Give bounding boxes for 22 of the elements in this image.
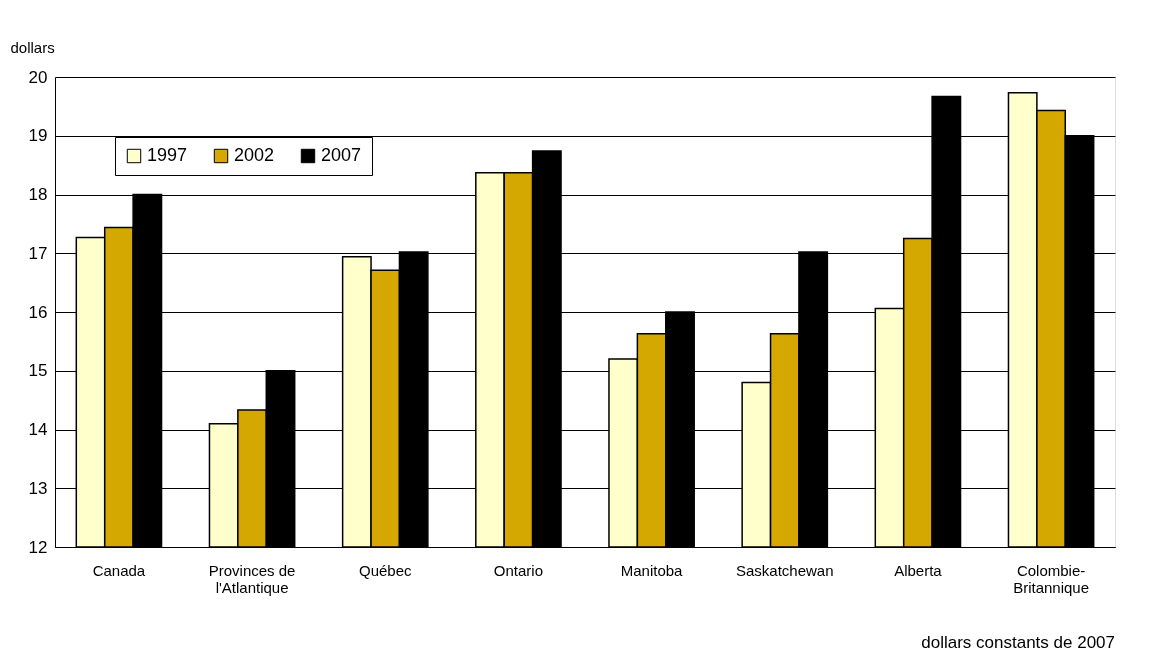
y-axis-title: dollars — [10, 38, 55, 56]
y-tick-label: 14 — [28, 420, 48, 439]
x-tick-label: Manitoba — [620, 561, 684, 579]
legend-label: 2002 — [234, 145, 275, 165]
x-tick-label: Alberta — [894, 561, 943, 579]
y-tick-label: 18 — [28, 185, 48, 204]
x-tick-label: Québec — [358, 561, 413, 579]
text: dollars constants de 2007 — [921, 633, 1115, 652]
y-tick-label: 13 — [28, 478, 48, 498]
x-tick-label: Provinces de l'Atlantique — [208, 561, 296, 596]
y-tick-label: 17 — [28, 243, 48, 263]
y-tick-label: 20 — [28, 67, 48, 87]
y-tick-label: 15 — [28, 361, 48, 381]
y-tick-label: 12 — [28, 537, 48, 557]
x-tick-label: Canada — [92, 561, 146, 579]
y-tick-label: 16 — [28, 302, 48, 322]
legend-label: 1997 — [147, 145, 188, 165]
x-tick-label: Ontario — [493, 561, 544, 579]
y-tick-label: 19 — [28, 126, 48, 146]
x-tick-label: Colombie-Britannique — [1013, 561, 1090, 596]
x-tick-label: Saskatchewan — [735, 561, 834, 579]
legend-label: 2007 — [321, 145, 362, 165]
